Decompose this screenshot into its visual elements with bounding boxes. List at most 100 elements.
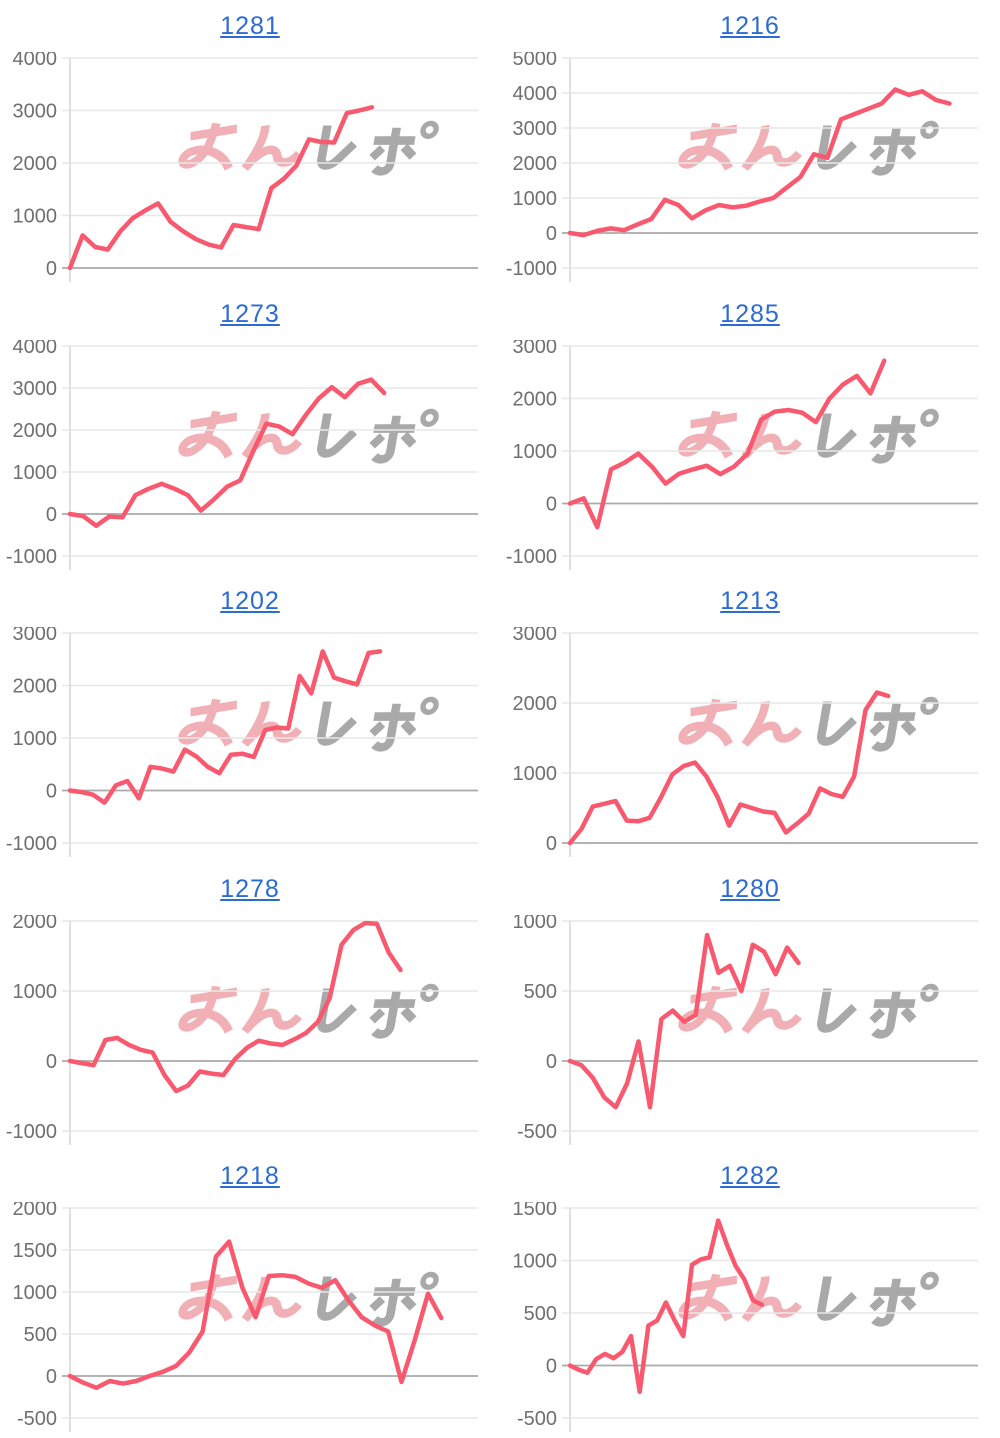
chart-plot-area: -1000 0 1000 2000 3000 4000: [0, 340, 500, 572]
data-line: [67, 105, 375, 271]
chart-plot-area: -500 0 500 1000 1500: [500, 1202, 1000, 1434]
chart-title-row: 1213: [500, 575, 1000, 621]
y-tick-label: 2000: [513, 153, 558, 175]
chart-title-link[interactable]: 1216: [720, 12, 780, 40]
line-chart: -1000 0 1000 2000: [6, 915, 478, 1145]
y-tick-label: 0: [546, 493, 557, 515]
line-chart: 0 1000 2000 3000 4000: [13, 52, 478, 282]
y-tick-label: 0: [546, 1051, 557, 1073]
y-tick-label: 1000: [13, 728, 58, 750]
y-tick-label: 5000: [513, 52, 558, 70]
y-tick-label: 500: [524, 1303, 557, 1325]
data-line: [567, 358, 887, 529]
y-tick-label: 0: [546, 1356, 557, 1378]
line-chart: -1000 0 1000 2000 3000: [6, 627, 478, 858]
chart-plot-area: -1000 0 1000 2000: [0, 915, 500, 1147]
chart-title-row: 1216: [500, 0, 1000, 46]
y-tick-label: 1000: [513, 763, 558, 785]
data-line: [67, 649, 383, 806]
chart-title-link[interactable]: 1218: [220, 1162, 280, 1191]
data-line: [67, 1239, 444, 1391]
chart-cell: 1280 -500 0 500 1000: [500, 863, 1000, 1151]
chart-plot-area: -500 0 500 1000: [500, 915, 1000, 1147]
data-line: [567, 690, 891, 846]
chart-cell: 1281 0 1000 2000 3000 4000: [0, 0, 500, 288]
y-tick-label: 2000: [513, 693, 558, 715]
chart-plot-area: -1000 0 1000 2000 3000 4000 5000: [500, 52, 1000, 284]
y-tick-label: -1000: [6, 1121, 57, 1143]
line-chart: -500 0 500 1000 1500 2000: [13, 1202, 478, 1433]
chart-cell: 1285 -1000 0 1000 2000 3000: [500, 288, 1000, 576]
chart-cell: 1282 -500 0 500 1000 1500: [500, 1150, 1000, 1438]
y-tick-label: 1000: [13, 981, 58, 1003]
chart-title-link[interactable]: 1281: [220, 12, 280, 40]
chart-plot-area: -500 0 500 1000 1500 2000: [0, 1202, 500, 1434]
y-tick-label: 0: [46, 1366, 57, 1388]
data-line: [567, 1218, 765, 1395]
line-chart: -1000 0 1000 2000 3000 4000 5000: [506, 52, 978, 282]
y-tick-label: -500: [17, 1408, 57, 1430]
chart-title-link[interactable]: 1273: [220, 299, 280, 328]
y-tick-label: 2000: [513, 388, 558, 410]
chart-cell: 1278 -1000 0 1000 2000: [0, 863, 500, 1151]
y-tick-label: 2000: [13, 1202, 58, 1220]
data-line: [67, 920, 403, 1094]
chart-title-link[interactable]: 1282: [720, 1162, 780, 1191]
y-tick-label: 4000: [513, 83, 558, 105]
y-tick-label: 0: [546, 833, 557, 855]
y-tick-label: 2000: [13, 420, 58, 442]
y-tick-label: 1000: [513, 188, 558, 210]
y-tick-label: 3000: [13, 627, 58, 645]
y-tick-label: -1000: [506, 258, 557, 280]
y-tick-label: 500: [24, 1324, 57, 1346]
chart-plot-area: 0 1000 2000 3000 4000: [0, 52, 500, 284]
line-chart: -500 0 500 1000: [513, 915, 978, 1145]
y-tick-label: 3000: [13, 378, 58, 400]
y-tick-label: 0: [46, 781, 57, 803]
chart-title-row: 1202: [0, 575, 500, 621]
chart-plot-area: 0 1000 2000 3000: [500, 627, 1000, 859]
y-tick-label: 0: [546, 223, 557, 245]
y-tick-label: 1500: [13, 1240, 58, 1262]
y-tick-label: -500: [517, 1408, 557, 1430]
y-tick-label: -1000: [6, 546, 57, 568]
line-chart: 0 1000 2000 3000: [513, 627, 978, 858]
y-tick-label: 2000: [13, 915, 58, 933]
chart-title-row: 1282: [500, 1150, 1000, 1196]
y-tick-label: 4000: [13, 340, 58, 358]
y-tick-label: 4000: [13, 52, 58, 70]
y-tick-label: 1500: [513, 1202, 558, 1220]
chart-cell: 1202 -1000 0 1000 2000 3000: [0, 575, 500, 863]
chart-cell: 1273 -1000 0 1000 2000 3000 4000: [0, 288, 500, 576]
y-tick-label: 1000: [13, 206, 58, 228]
chart-title-link[interactable]: 1285: [720, 299, 780, 328]
y-tick-label: 3000: [13, 101, 58, 123]
chart-title-row: 1278: [0, 863, 500, 909]
y-tick-label: -1000: [506, 546, 557, 568]
y-tick-label: 500: [524, 981, 557, 1003]
data-line: [567, 87, 952, 238]
y-tick-label: 1000: [513, 1251, 558, 1273]
y-tick-label: 0: [46, 258, 57, 280]
chart-cell: 1213 0 1000 2000 3000: [500, 575, 1000, 863]
y-tick-label: 1000: [513, 441, 558, 463]
data-line: [567, 932, 801, 1110]
chart-title-row: 1273: [0, 288, 500, 334]
line-chart: -500 0 500 1000 1500: [513, 1202, 978, 1433]
chart-title-link[interactable]: 1202: [220, 587, 280, 616]
chart-title-row: 1285: [500, 288, 1000, 334]
chart-plot-area: -1000 0 1000 2000 3000: [500, 340, 1000, 572]
chart-title-row: 1280: [500, 863, 1000, 909]
y-tick-label: 1000: [13, 1282, 58, 1304]
y-tick-label: -1000: [6, 833, 57, 855]
chart-plot-area: -1000 0 1000 2000 3000: [0, 627, 500, 859]
chart-title-link[interactable]: 1280: [720, 874, 780, 903]
chart-title-link[interactable]: 1278: [220, 874, 280, 903]
chart-cell: 1218 -500 0 500 1000 1500 2000: [0, 1150, 500, 1438]
y-tick-label: 0: [46, 504, 57, 526]
chart-title-link[interactable]: 1213: [720, 587, 780, 616]
chart-title-row: 1281: [0, 0, 500, 46]
y-tick-label: 3000: [513, 340, 558, 358]
y-tick-label: 3000: [513, 118, 558, 140]
